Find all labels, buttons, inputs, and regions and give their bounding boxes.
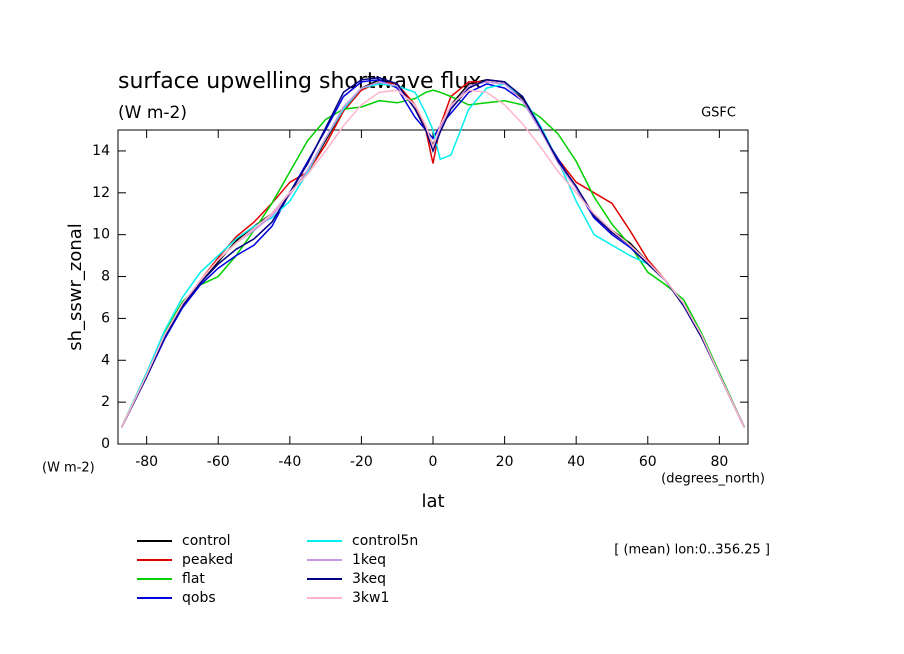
y-units: (W m-2): [42, 461, 95, 476]
series-line: [120, 89, 746, 428]
legend-label: qobs: [182, 590, 216, 606]
x-tick-label: 40: [567, 454, 585, 470]
legend-label: 3kw1: [352, 590, 389, 606]
y-tick-label: 0: [101, 436, 110, 452]
y-tick-label: 10: [92, 227, 110, 243]
series-line: [120, 79, 746, 428]
legend-label: peaked: [182, 552, 233, 568]
y-axis-label: sh_sswr_zonal: [65, 223, 86, 351]
x-tick-label: -40: [278, 454, 301, 470]
x-units: (degrees_north): [661, 472, 765, 487]
legend-label: 3keq: [352, 571, 386, 587]
x-tick-label: -20: [350, 454, 373, 470]
x-tick-label: -60: [207, 454, 230, 470]
x-tick-label: 20: [496, 454, 514, 470]
annotation: [ (mean) lon:0..356.25 ]: [614, 543, 770, 558]
chart-title: surface upwelling shortwave flux: [118, 69, 481, 94]
series-line: [120, 83, 746, 428]
legend-label: control: [182, 533, 231, 549]
y-tick-label: 2: [101, 394, 110, 410]
legend-label: 1keq: [352, 552, 386, 568]
y-tick-label: 8: [101, 269, 110, 285]
y-tick-label: 4: [101, 352, 110, 368]
source: GSFC: [701, 106, 736, 121]
y-tick-label: 14: [92, 143, 110, 159]
y-tick-label: 6: [101, 310, 110, 326]
legend-label: control5n: [352, 533, 418, 549]
legend-label: flat: [182, 571, 205, 587]
series-line: [120, 81, 746, 428]
x-tick-label: 80: [710, 454, 728, 470]
x-tick-label: -80: [135, 454, 158, 470]
chart-subtitle: (W m-2): [118, 103, 187, 123]
x-axis-label: lat: [421, 491, 444, 512]
x-tick-label: 60: [639, 454, 657, 470]
plot-frame: [117, 129, 749, 445]
y-tick-label: 12: [92, 185, 110, 201]
x-tick-label: 0: [429, 454, 438, 470]
